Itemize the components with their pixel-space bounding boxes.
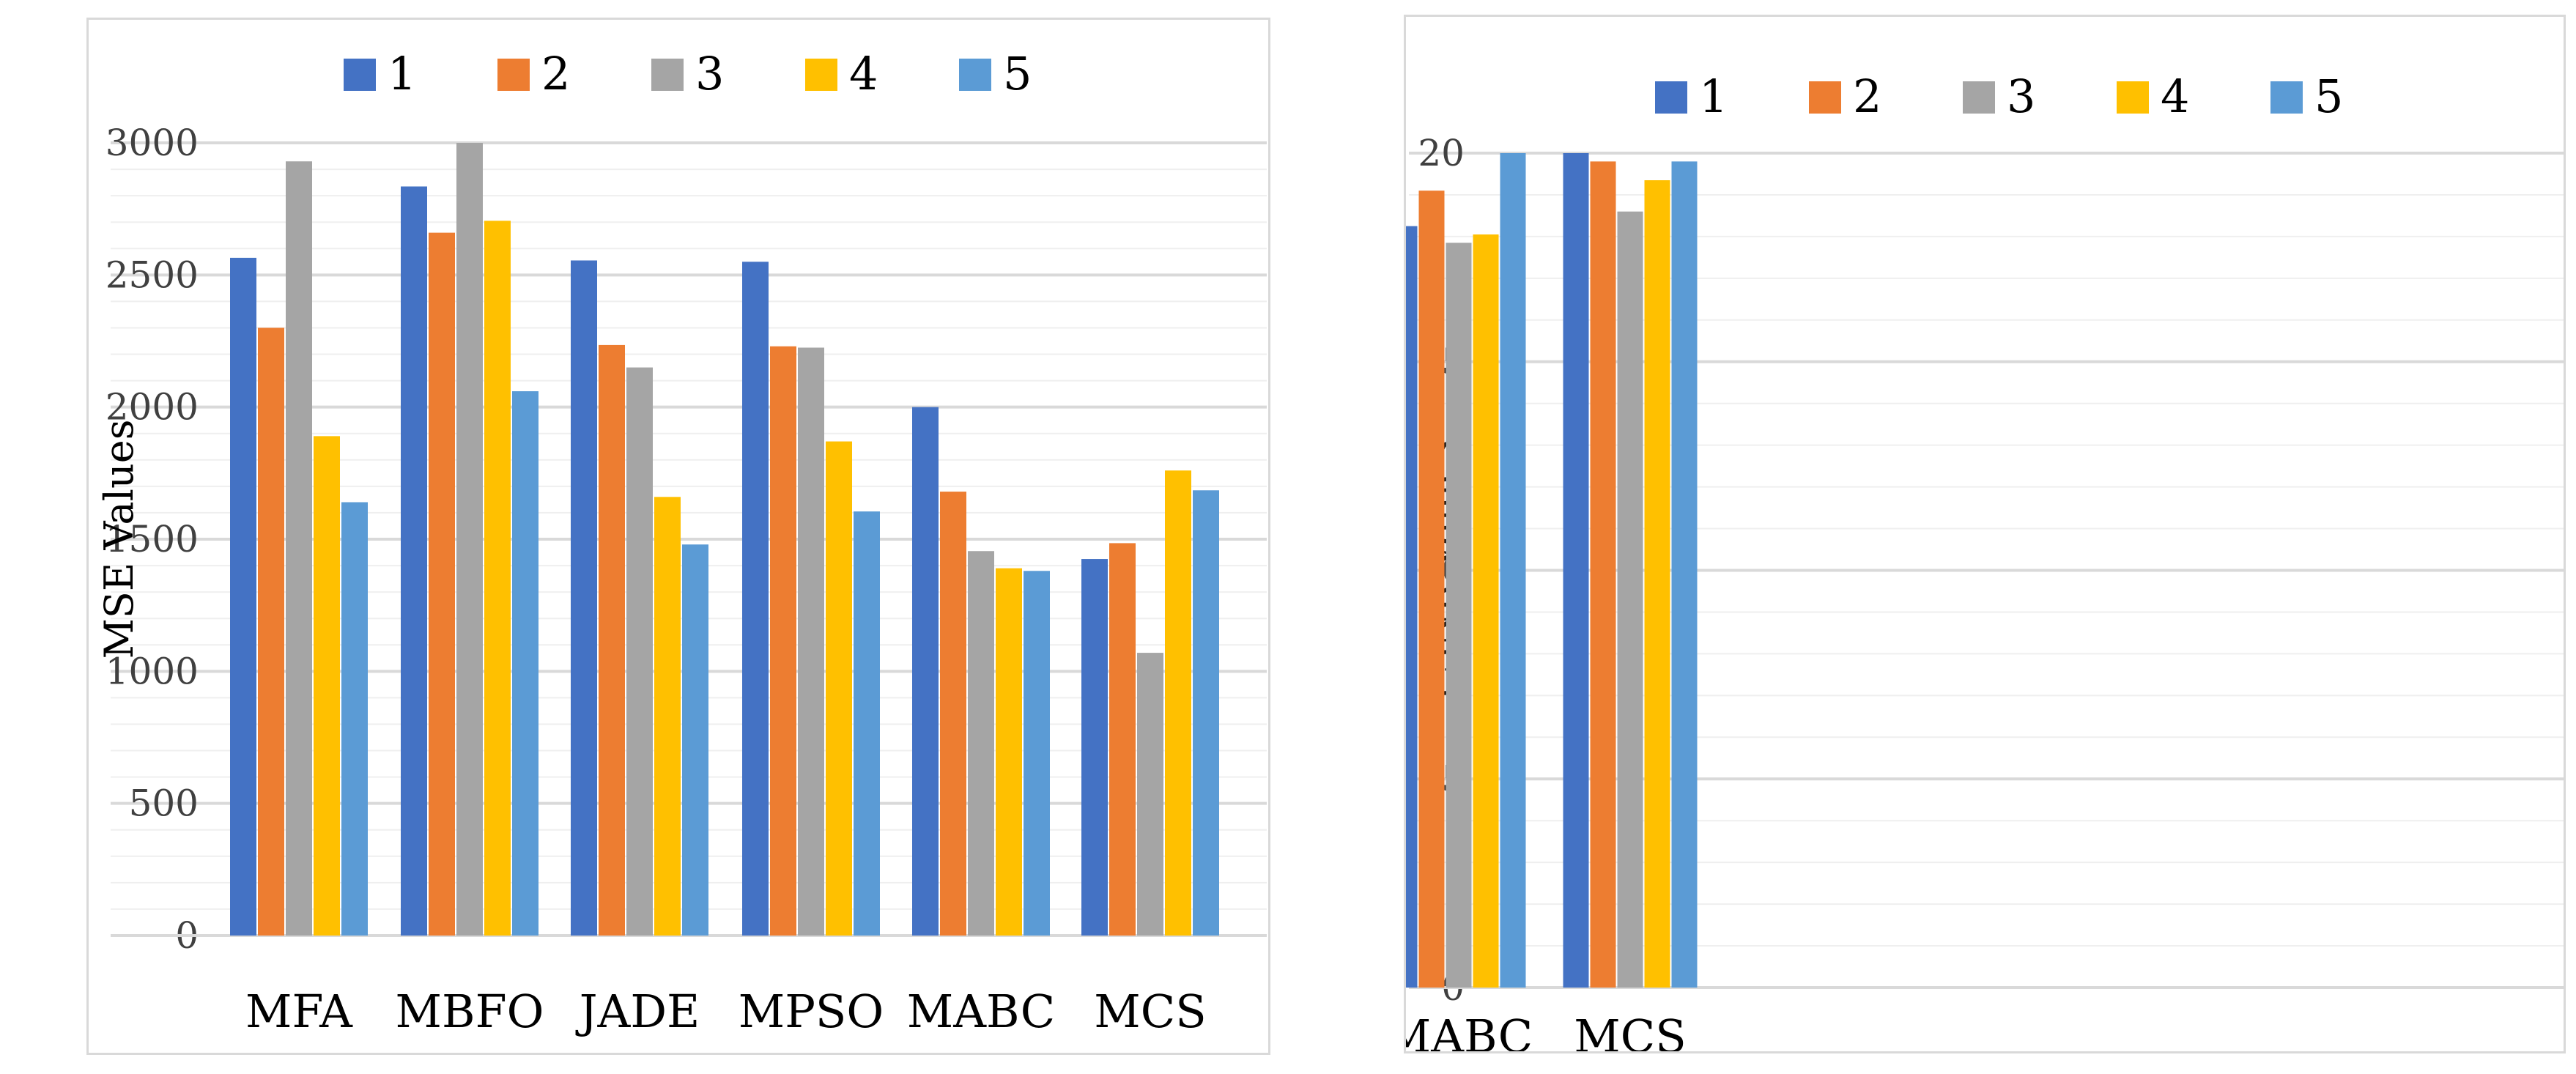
bar-mse-mcs-series-1 [1081,559,1108,936]
bar-mse-jade-series-2 [599,344,625,936]
bar-mse-mfa-series-3 [286,161,312,936]
legend-swatch-2 [497,59,530,91]
bar-mse-mpso-series-2 [770,346,796,936]
x-category-label: MCS [1094,985,1206,1038]
bar-mse-mpso-series-5 [854,511,880,936]
bar-mse-jade-series-5 [682,544,708,936]
bar-psnr-mcs-series-3 [1617,211,1643,988]
bar-psnr-mabc-series-4 [1473,234,1499,988]
x-category-label: MABC [907,985,1055,1038]
mse-chart-panel: 0 500 1000 1500 2000 2500 3000 MSE Values MFA MBF… [86,18,1270,1055]
legend-swatch-1 [1655,81,1687,114]
legend-label-3: 3 [2007,70,2035,123]
legend-swatch-3 [651,59,684,91]
legend-label-1: 1 [388,47,416,100]
x-category-label: MBFO [396,985,544,1038]
x-category-label: JADE [575,985,700,1038]
legend-swatch-5 [2270,81,2303,114]
bar-mse-mbfo-series-2 [429,232,455,936]
bar-psnr-mabc-series-2 [1418,190,1445,988]
bar-mse-mfa-series-2 [258,327,284,936]
x-category-label: MFA [245,985,353,1038]
legend-swatch-1 [344,59,376,91]
bar-mse-mabc-series-2 [940,492,966,936]
bar-mse-jade-series-3 [626,367,653,936]
bar-mse-mcs-series-5 [1193,490,1219,936]
bar-psnr-mcs-series-2 [1590,161,1616,988]
legend-swatch-5 [959,59,991,91]
bar-psnr-mcs-series-4 [1644,180,1670,988]
legend-swatch-4 [805,59,837,91]
legend-swatch-3 [1963,81,1995,114]
legend-label-2: 2 [541,47,570,100]
bar-mse-mfa-series-4 [314,436,340,936]
bar-mse-mfa-series-5 [341,502,368,936]
y-tick-label: 500 [129,782,199,825]
bar-mse-mpso-series-3 [798,347,824,936]
bar-mse-mbfo-series-4 [484,221,511,936]
y-tick-label: 20 [1418,132,1465,174]
legend-label-5: 5 [2314,70,2343,123]
bar-mse-mabc-series-3 [968,551,994,936]
x-category-label: MCS [1574,1010,1686,1051]
x-category-label: MPSO [739,985,884,1038]
bar-mse-mbfo-series-1 [401,186,427,936]
y-tick-label: 1500 [106,518,199,560]
bar-mse-mcs-series-3 [1137,653,1163,936]
legend-swatch-2 [1809,81,1841,114]
bar-psnr-mabc-series-1 [1406,226,1418,988]
legend-label-2: 2 [1853,70,1881,123]
psnr-chart-panel: 05101520PSNR ValuesMFAMBFOJADEMPSOMABCMC… [1404,15,2566,1053]
bar-psnr-mabc-series-5 [1500,153,1526,988]
y-tick-label: 2000 [106,386,199,429]
bar-psnr-mcs-series-5 [1671,161,1698,988]
bar-mse-mpso-series-1 [742,262,769,936]
bar-mse-mpso-series-4 [826,441,852,936]
bar-mse-mabc-series-1 [912,407,939,936]
psnr-bar-chart: 05101520PSNR ValuesMFAMBFOJADEMPSOMABCMC… [1406,70,2564,1051]
bar-mse-jade-series-4 [654,497,681,936]
bar-mse-mabc-series-5 [1024,571,1050,936]
legend-label-3: 3 [695,47,724,100]
y-tick-label: 3000 [106,122,199,164]
bar-mse-mbfo-series-3 [456,143,483,936]
bar-psnr-mcs-series-1 [1563,153,1589,988]
bar-mse-jade-series-1 [571,260,597,936]
legend-label-4: 4 [849,47,878,100]
legend-label-5: 5 [1003,47,1032,100]
y-tick-label: 1000 [106,650,199,692]
bar-mse-mcs-series-4 [1165,470,1191,936]
bar-mse-mcs-series-2 [1109,543,1136,936]
legend-swatch-4 [2117,81,2149,114]
bar-mse-mfa-series-1 [230,257,256,936]
legend-label-1: 1 [1699,70,1728,123]
bar-mse-mabc-series-4 [996,568,1022,936]
legend-label-4: 4 [2161,70,2189,123]
bar-mse-mbfo-series-5 [512,391,538,936]
y-axis-title: MSE Values [96,420,142,659]
y-tick-label: 2500 [106,253,199,296]
bar-psnr-mabc-series-3 [1446,242,1472,988]
x-category-label: MABC [1406,1010,1533,1051]
